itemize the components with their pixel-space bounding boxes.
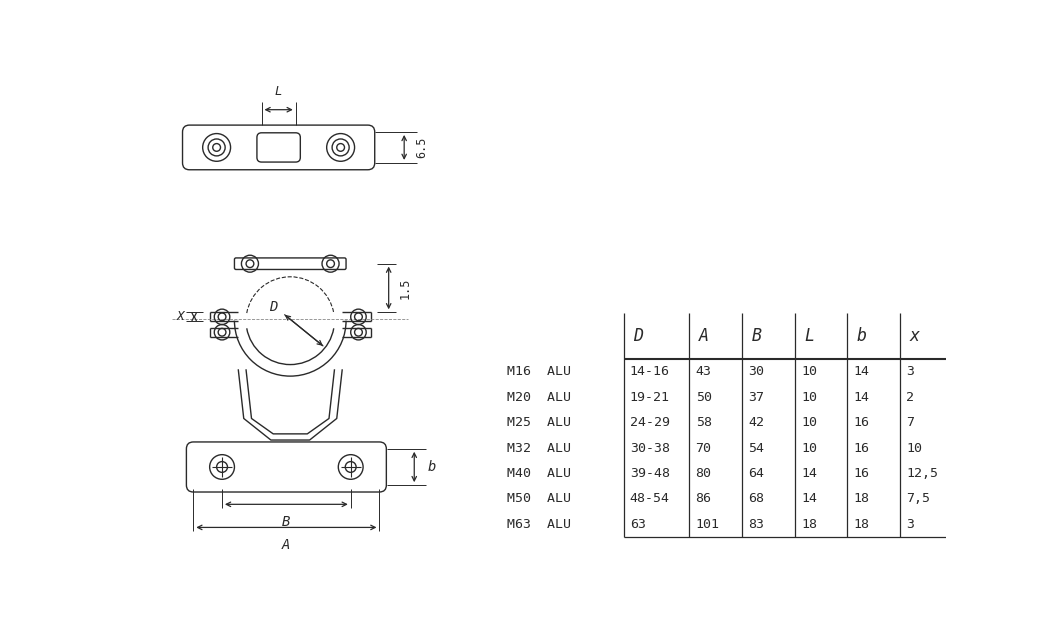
Text: b: b	[857, 327, 867, 345]
Text: M16  ALU: M16 ALU	[508, 365, 572, 378]
Text: M50  ALU: M50 ALU	[508, 493, 572, 506]
Text: 2: 2	[906, 391, 914, 404]
Text: L: L	[275, 85, 283, 98]
Text: 70: 70	[696, 441, 712, 454]
Text: x: x	[909, 327, 920, 345]
Text: 7,5: 7,5	[906, 493, 930, 506]
Text: L: L	[804, 327, 815, 345]
Text: 6.5: 6.5	[415, 137, 428, 158]
Text: M25  ALU: M25 ALU	[508, 416, 572, 429]
Text: 64: 64	[748, 467, 764, 480]
Text: 16: 16	[853, 441, 869, 454]
Text: 14: 14	[853, 365, 869, 378]
Text: 68: 68	[748, 493, 764, 506]
Text: D: D	[633, 327, 643, 345]
Text: 18: 18	[853, 518, 869, 531]
Text: 10: 10	[906, 441, 923, 454]
Text: A: A	[699, 327, 708, 345]
Text: 39-48: 39-48	[630, 467, 669, 480]
Text: 3: 3	[906, 518, 914, 531]
Text: 10: 10	[801, 391, 817, 404]
Text: 14: 14	[853, 391, 869, 404]
Text: M20  ALU: M20 ALU	[508, 391, 572, 404]
Text: M40  ALU: M40 ALU	[508, 467, 572, 480]
Text: 48-54: 48-54	[630, 493, 669, 506]
Text: 10: 10	[801, 365, 817, 378]
FancyBboxPatch shape	[186, 442, 387, 492]
Text: b: b	[428, 460, 436, 474]
Text: 14-16: 14-16	[630, 365, 669, 378]
FancyBboxPatch shape	[234, 258, 346, 269]
Text: 14: 14	[801, 493, 817, 506]
Text: B: B	[282, 515, 290, 529]
Text: B: B	[751, 327, 761, 345]
Text: 3: 3	[906, 365, 914, 378]
Text: 18: 18	[801, 518, 817, 531]
Text: 43: 43	[696, 365, 712, 378]
Text: 14: 14	[801, 467, 817, 480]
Text: 16: 16	[853, 416, 869, 429]
Text: 37: 37	[748, 391, 764, 404]
Text: 16: 16	[853, 467, 869, 480]
Text: 24-29: 24-29	[630, 416, 669, 429]
Text: 10: 10	[801, 441, 817, 454]
Text: 58: 58	[696, 416, 712, 429]
Text: 7: 7	[906, 416, 914, 429]
Text: 30-38: 30-38	[630, 441, 669, 454]
Text: 63: 63	[630, 518, 645, 531]
Text: 10: 10	[801, 416, 817, 429]
Text: 1.5: 1.5	[398, 277, 412, 298]
Text: 86: 86	[696, 493, 712, 506]
FancyBboxPatch shape	[183, 125, 375, 170]
Text: 101: 101	[696, 518, 720, 531]
Text: 42: 42	[748, 416, 764, 429]
Text: 30: 30	[748, 365, 764, 378]
Text: M32  ALU: M32 ALU	[508, 441, 572, 454]
Text: 18: 18	[853, 493, 869, 506]
Text: 19-21: 19-21	[630, 391, 669, 404]
Text: M63  ALU: M63 ALU	[508, 518, 572, 531]
Text: 83: 83	[748, 518, 764, 531]
Text: 50: 50	[696, 391, 712, 404]
FancyBboxPatch shape	[256, 133, 301, 162]
Text: A: A	[282, 538, 290, 552]
Text: X: X	[177, 310, 184, 323]
Text: 54: 54	[748, 441, 764, 454]
Text: 12,5: 12,5	[906, 467, 939, 480]
Text: 80: 80	[696, 467, 712, 480]
Text: D: D	[269, 300, 277, 314]
